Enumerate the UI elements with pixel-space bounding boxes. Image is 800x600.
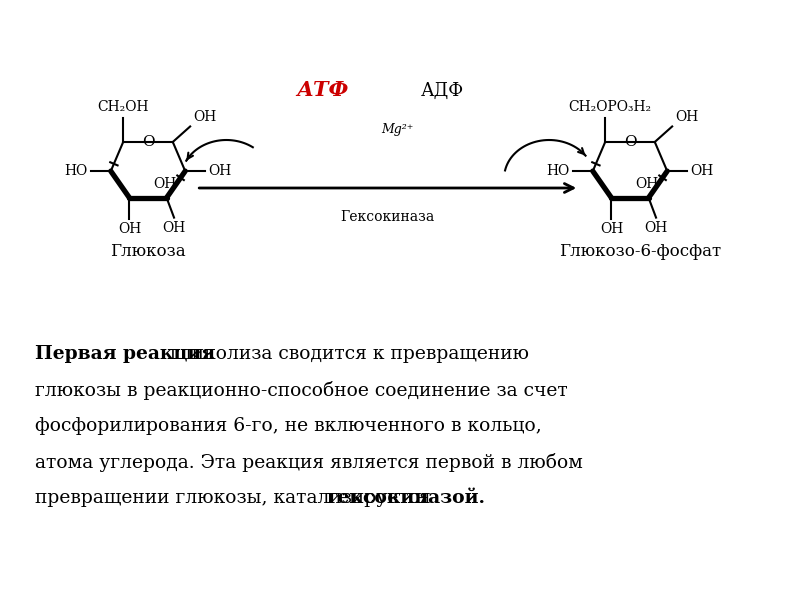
Text: Mg²⁺: Mg²⁺ — [382, 123, 414, 136]
Text: глюкозы в реакционно-способное соединение за счет: глюкозы в реакционно-способное соединени… — [35, 381, 568, 400]
Text: HO: HO — [65, 164, 88, 178]
Text: Глюкозо-6-фосфат: Глюкозо-6-фосфат — [559, 242, 721, 259]
Text: гексокиназой.: гексокиназой. — [326, 489, 486, 507]
Text: АДФ: АДФ — [421, 82, 464, 100]
Text: CH₂OH: CH₂OH — [98, 100, 149, 115]
Text: OH: OH — [193, 110, 217, 124]
Text: Первая реакция: Первая реакция — [35, 345, 215, 363]
Text: OH: OH — [635, 178, 658, 191]
Text: CH₂OPO₃H₂: CH₂OPO₃H₂ — [569, 100, 652, 115]
Text: OH: OH — [600, 223, 623, 236]
Text: O: O — [142, 135, 154, 149]
Text: OH: OH — [208, 164, 231, 178]
Text: Глюкоза: Глюкоза — [110, 242, 186, 259]
Text: превращении глюкозы, катализируется: превращении глюкозы, катализируется — [35, 489, 437, 507]
Text: атома углерода. Эта реакция является первой в любом: атома углерода. Эта реакция является пер… — [35, 453, 583, 472]
Text: HO: HO — [546, 164, 570, 178]
Text: OH: OH — [162, 221, 186, 235]
Text: Гексокиназа: Гексокиназа — [341, 210, 435, 224]
Text: фосфорилирования 6-го, не включенного в кольцо,: фосфорилирования 6-го, не включенного в … — [35, 417, 542, 435]
Text: OH: OH — [690, 164, 714, 178]
Text: АТФ: АТФ — [297, 80, 349, 100]
Text: OH: OH — [645, 221, 668, 235]
Text: OH: OH — [153, 178, 177, 191]
Text: OH: OH — [675, 110, 698, 124]
Text: гликолиза сводится к превращению: гликолиза сводится к превращению — [163, 345, 529, 363]
Text: O: O — [624, 135, 636, 149]
Text: OH: OH — [118, 223, 141, 236]
